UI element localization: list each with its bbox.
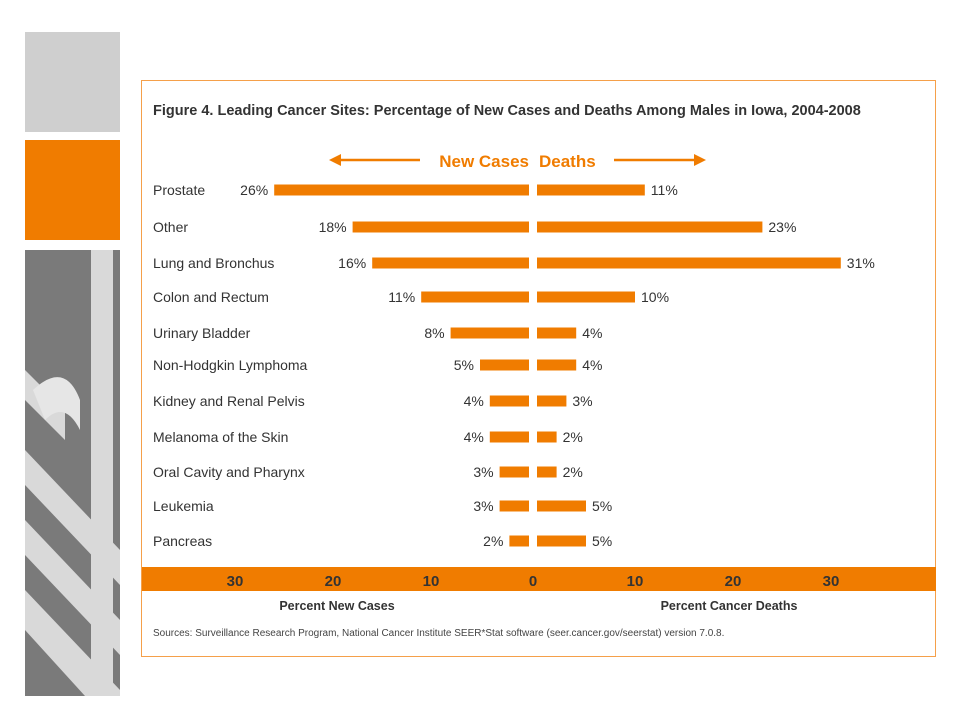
category-label: Leukemia [153,498,214,514]
new-cases-value-label: 4% [464,429,484,445]
new-cases-value-label: 3% [473,464,493,480]
deaths-bar [537,327,577,339]
new-cases-bar [499,466,529,478]
category-label: Lung and Bronchus [153,255,274,271]
deaths-value-label: 4% [582,357,602,373]
right-axis-label: Percent Cancer Deaths [661,599,798,613]
deaths-bar [537,431,557,443]
new-cases-bar [421,291,529,303]
chart-row: Colon and Rectum 11% 10% [153,289,669,305]
new-cases-value-label: 11% [388,289,415,305]
category-label: Other [153,219,188,235]
sources-note: Sources: Surveillance Research Program, … [153,628,725,639]
new-cases-bar [450,327,529,339]
deaths-value-label: 10% [641,289,669,305]
left-tick-label: 20 [325,573,342,590]
right-tick-label: 20 [725,573,742,590]
chart-rows: Prostate 26% 11% Other 18% 23% Lung and Bronch… [153,182,875,549]
left-tick-label: 10 [423,573,440,590]
new-cases-bar [499,500,529,512]
deaths-bar [537,221,763,233]
category-label: Pancreas [153,533,212,549]
deaths-direction-label: Deaths [539,152,596,171]
left-tick-label: 30 [227,573,244,590]
axis-band [142,567,936,591]
side-panel-gray [25,32,120,132]
category-label: Urinary Bladder [153,325,251,341]
chart-row: Urinary Bladder 8% 4% [153,325,602,341]
category-label: Oral Cavity and Pharynx [153,464,305,480]
deaths-bar [537,291,635,303]
new-cases-bar [372,257,529,269]
right-tick-label: 10 [627,573,644,590]
right-arrowhead-icon [694,154,706,166]
new-cases-value-label: 2% [483,533,503,549]
deaths-value-label: 11% [651,182,678,198]
chart-row: Leukemia 3% 5% [153,498,612,514]
new-cases-bar [480,359,529,371]
deaths-value-label: 5% [592,533,612,549]
new-cases-bar [489,395,529,407]
new-cases-direction-label: New Cases [439,152,529,171]
deaths-bar [537,257,841,269]
category-label: Non-Hodgkin Lymphoma [153,357,308,373]
left-arrowhead-icon [329,154,341,166]
deaths-value-label: 23% [768,219,796,235]
new-cases-bar [274,184,529,196]
deaths-value-label: 2% [563,464,583,480]
chart-row: Oral Cavity and Pharynx 3% 2% [153,464,583,480]
new-cases-bar [352,221,529,233]
left-axis-label: Percent New Cases [279,599,394,613]
chart-row: Non-Hodgkin Lymphoma 5% 4% [153,357,602,373]
deaths-value-label: 2% [563,429,583,445]
chart-row: Melanoma of the Skin 4% 2% [153,429,583,445]
category-label: Kidney and Renal Pelvis [153,393,305,409]
chart-row: Pancreas 2% 5% [153,533,612,549]
axis-ticks: 30 20 10 0 10 20 30 [227,573,840,590]
new-cases-value-label: 8% [424,325,444,341]
chart-row: Lung and Bronchus 16% 31% [153,255,875,271]
deaths-value-label: 3% [572,393,592,409]
new-cases-value-label: 4% [464,393,484,409]
new-cases-value-label: 3% [473,498,493,514]
deaths-value-label: 31% [847,255,875,271]
deaths-bar [537,466,557,478]
new-cases-value-label: 18% [319,219,347,235]
deaths-bar [537,535,586,547]
chart-row: Other 18% 23% [153,219,796,235]
new-cases-bar [489,431,529,443]
deaths-bar [537,359,577,371]
category-label: Colon and Rectum [153,289,269,305]
category-label: Melanoma of the Skin [153,429,288,445]
deaths-value-label: 4% [582,325,602,341]
new-cases-value-label: 16% [338,255,366,271]
left-tick-label: 0 [529,573,537,590]
figure-title: Figure 4. Leading Cancer Sites: Percenta… [153,103,861,119]
direction-arrows: New Cases Deaths [329,152,706,171]
category-label: Prostate [153,182,205,198]
deaths-bar [537,395,567,407]
new-cases-value-label: 5% [454,357,474,373]
side-panel-orange [25,140,120,240]
chart-row: Prostate 26% 11% [153,182,678,198]
deaths-bar [537,184,645,196]
deaths-bar [537,500,586,512]
chart-row: Kidney and Renal Pelvis 4% 3% [153,393,593,409]
deaths-value-label: 5% [592,498,612,514]
new-cases-value-label: 26% [240,182,268,198]
right-tick-label: 30 [823,573,840,590]
new-cases-bar [509,535,529,547]
side-pattern-graphic [25,250,120,696]
